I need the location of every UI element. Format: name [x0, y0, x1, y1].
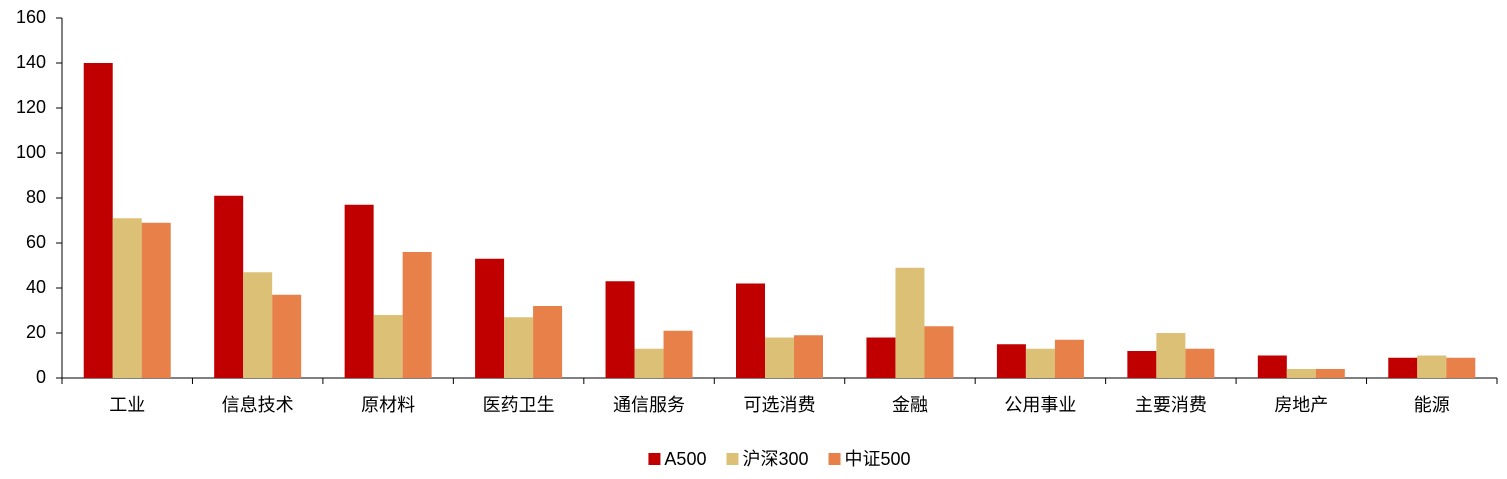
legend-swatch	[726, 453, 739, 465]
bar	[634, 348, 664, 378]
legend-swatch	[648, 453, 661, 465]
y-tick-label: 140	[16, 52, 46, 72]
bar	[1025, 348, 1055, 378]
bar	[663, 330, 693, 378]
x-tick-label: 原材料	[361, 395, 415, 415]
bar	[794, 335, 823, 378]
x-tick-label: 主要消费	[1135, 395, 1207, 415]
bar	[996, 344, 1026, 378]
bar	[765, 337, 794, 378]
bar	[373, 315, 403, 378]
x-tick-label: 通信服务	[613, 395, 685, 415]
bar	[605, 281, 635, 378]
bar	[344, 204, 374, 378]
bar	[141, 222, 171, 378]
x-tick-label: 工业	[109, 395, 145, 415]
x-tick-label: 可选消费	[744, 395, 816, 415]
bar	[866, 337, 896, 378]
bar	[475, 258, 505, 378]
legend-swatch	[828, 453, 841, 465]
y-tick-label: 60	[26, 232, 46, 252]
bar	[736, 283, 765, 378]
bar	[1286, 369, 1316, 378]
bar	[533, 306, 563, 378]
bar	[83, 63, 113, 378]
bar	[243, 272, 273, 378]
y-tick-label: 120	[16, 97, 46, 117]
bar	[1388, 357, 1418, 378]
y-tick-label: 20	[26, 322, 46, 342]
y-tick-label: 100	[16, 142, 46, 162]
legend-label: A500	[664, 449, 706, 469]
bar	[1127, 351, 1157, 378]
legend-label: 沪深300	[742, 449, 808, 469]
y-tick-label: 40	[26, 277, 46, 297]
bar	[272, 294, 302, 378]
bar	[1185, 348, 1215, 378]
bar	[214, 195, 244, 378]
bar	[504, 317, 534, 378]
bar	[1257, 355, 1287, 378]
x-tick-label: 公用事业	[1004, 395, 1076, 415]
x-tick-label: 医药卫生	[483, 395, 555, 415]
y-tick-label: 0	[36, 367, 46, 387]
bar	[112, 218, 142, 378]
y-tick-label: 80	[26, 187, 46, 207]
x-tick-label: 金融	[892, 395, 928, 415]
y-tick-label: 160	[16, 7, 46, 27]
bar	[1156, 333, 1186, 378]
legend-label: 中证500	[845, 449, 911, 469]
bar	[402, 252, 432, 378]
bar	[1446, 357, 1476, 378]
x-tick-label: 信息技术	[222, 395, 294, 415]
x-tick-label: 房地产	[1274, 395, 1328, 415]
bar	[924, 326, 954, 378]
x-tick-label: 能源	[1414, 395, 1450, 415]
bar	[1417, 355, 1447, 378]
bar	[1054, 339, 1084, 378]
bar	[1315, 369, 1345, 378]
bar	[895, 267, 925, 378]
